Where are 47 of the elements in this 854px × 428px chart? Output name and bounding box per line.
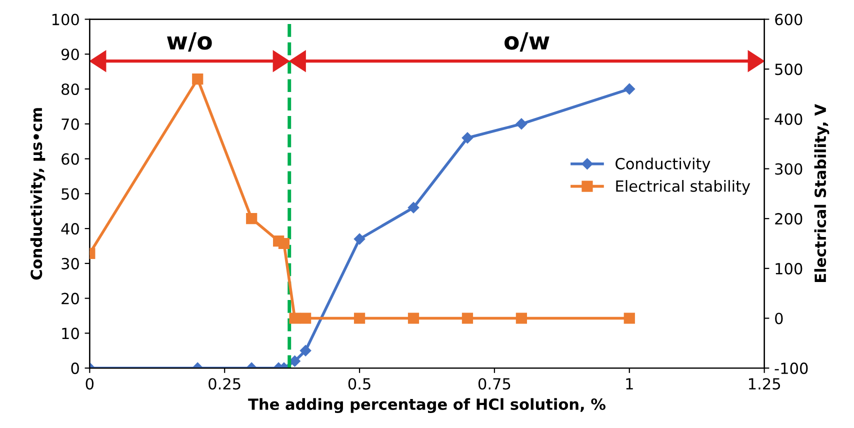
annotation: o/w	[504, 32, 550, 52]
point	[516, 312, 528, 324]
y-tick-label: 100	[52, 14, 79, 26]
point	[354, 233, 366, 245]
point	[516, 118, 528, 130]
y-axis-title: Conductivity, µs•cm	[30, 108, 46, 280]
y-tick-label: 30	[62, 258, 79, 270]
legend-label: Conductivity	[616, 158, 710, 172]
x-tick-label: 1	[626, 378, 633, 390]
x-tick-label: 1.25	[749, 378, 780, 390]
legend-label: Electrical stability	[616, 180, 750, 195]
y2-tick-label: 600	[775, 14, 802, 26]
x-axis-title: The adding percentage of HCl solution, %	[248, 398, 606, 414]
x-tick-label: 0.75	[478, 378, 510, 390]
y-tick-label: 10	[62, 328, 79, 340]
point	[624, 83, 636, 95]
y2-tick-label: 0	[775, 312, 783, 324]
y-tick-label: 60	[62, 153, 79, 165]
y2-axis-title: Electrical Stability, V	[814, 104, 830, 282]
y2-tick-label: 500	[775, 64, 802, 76]
point	[408, 312, 420, 324]
point	[408, 202, 420, 214]
y-tick-label: 90	[61, 48, 79, 60]
y-tick-label: 80	[62, 83, 79, 96]
point	[300, 312, 312, 324]
point	[192, 74, 204, 85]
y2-tick-label: 400	[774, 113, 802, 125]
y2-tick-label: 200	[775, 213, 802, 225]
x-tick-label: 0.25	[208, 378, 240, 390]
x-tick-label: 0.5	[348, 378, 370, 390]
point	[246, 213, 258, 224]
y2-tick-label: 300	[775, 163, 802, 175]
point	[289, 312, 300, 324]
y-tick-label: 70	[62, 118, 79, 130]
y-tick-label: 50	[62, 188, 79, 200]
point	[278, 238, 290, 250]
point	[462, 132, 474, 144]
x-tick-label: 0	[86, 378, 94, 390]
y-tick-label: 0	[71, 362, 79, 374]
point	[624, 312, 635, 324]
annotation: w/o	[167, 32, 212, 52]
point	[354, 312, 366, 324]
y-tick-label: 20	[62, 292, 79, 304]
y2-tick-label: 100	[776, 262, 802, 274]
point	[462, 312, 474, 324]
y-tick-label: 40	[61, 223, 79, 235]
y2-tick-label: -100	[774, 362, 808, 374]
